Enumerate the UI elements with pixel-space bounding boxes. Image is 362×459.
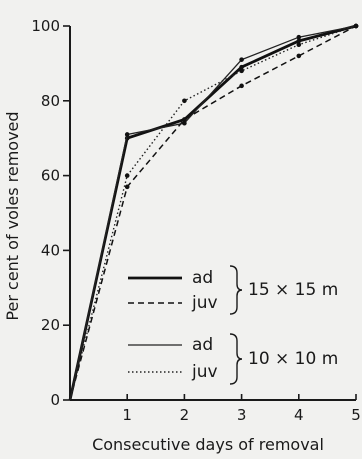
y-tick-label: 0: [50, 391, 60, 409]
legend-label: ad: [192, 268, 213, 288]
y-tick-label: 100: [31, 17, 60, 35]
x-tick-label: 2: [180, 406, 190, 424]
x-tick-label: 4: [294, 406, 304, 424]
x-tick-label: 3: [237, 406, 247, 424]
legend-label: juv: [191, 293, 218, 313]
data-point: [296, 53, 302, 59]
data-point: [353, 23, 359, 29]
series-line-4: [69, 25, 357, 401]
data-point: [296, 34, 302, 40]
data-point: [124, 173, 130, 178]
legend-brace: [229, 265, 243, 315]
legend-label: juv: [191, 362, 218, 382]
legend-brace: [229, 333, 243, 385]
data-point: [296, 42, 302, 47]
chart-series: [68, 23, 359, 401]
series-line-2: [69, 25, 357, 401]
legend-group-label: 15 × 15 m: [248, 280, 338, 300]
legend-group-label: 10 × 10 m: [248, 349, 338, 369]
y-tick-label: 80: [41, 92, 60, 110]
data-point: [124, 132, 130, 137]
x-tick-label: 1: [122, 406, 132, 424]
data-point: [239, 57, 244, 62]
data-point: [239, 68, 244, 74]
data-point: [182, 120, 187, 126]
data-point: [182, 117, 187, 122]
data-point: [124, 184, 130, 190]
y-axis-label: Per cent of voles removed: [3, 111, 22, 320]
x-tick-label: 5: [351, 406, 361, 424]
data-point: [239, 64, 244, 70]
y-tick-label: 60: [41, 167, 60, 185]
legend-label: ad: [192, 335, 213, 355]
chart-axes: 0 20 40 60 80 100 1 2 3 4 5: [31, 17, 360, 424]
y-tick-label: 20: [41, 316, 60, 334]
data-point: [239, 83, 244, 89]
data-point: [182, 98, 187, 104]
data-point: [296, 38, 302, 44]
chart-legend: ad juv ad juv 15 × 15 m 10 × 10 m: [128, 265, 338, 385]
y-tick-label: 40: [41, 241, 60, 259]
x-axis-label: Consecutive days of removal: [92, 435, 324, 454]
series-line-3: [69, 25, 357, 401]
